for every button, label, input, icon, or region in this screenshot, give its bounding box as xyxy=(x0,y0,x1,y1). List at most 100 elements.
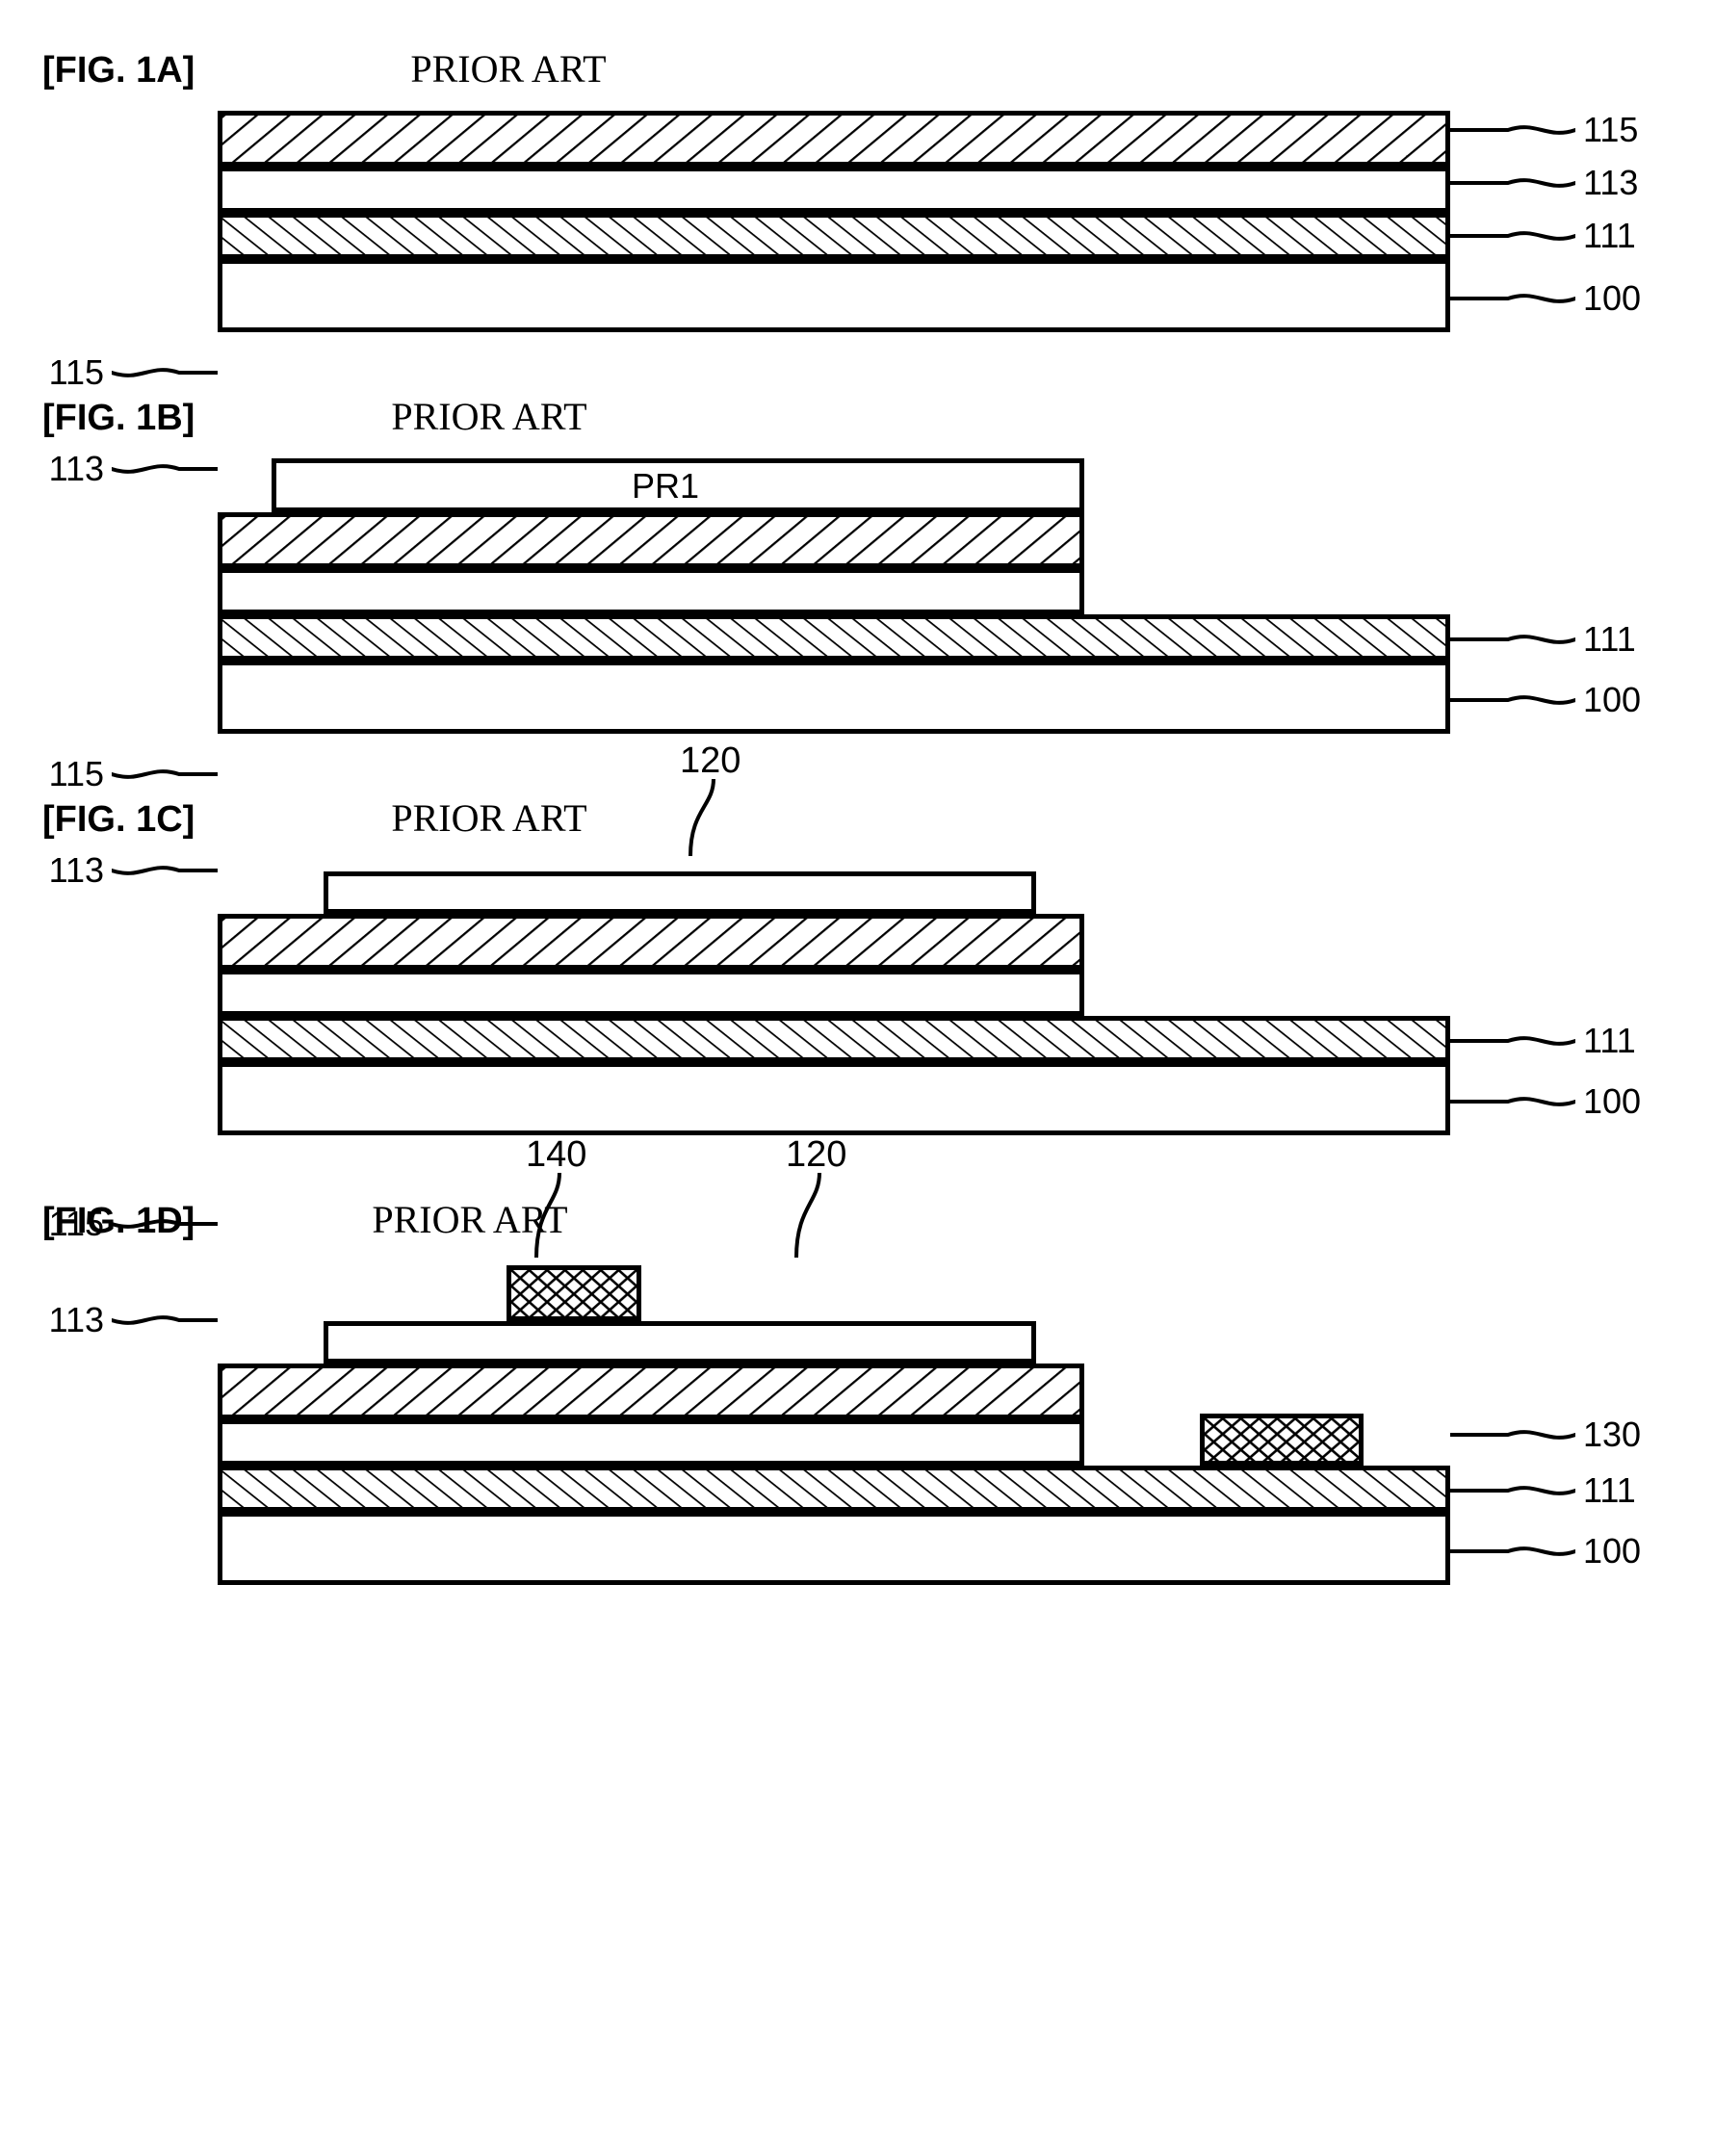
layer-111 xyxy=(218,614,1450,661)
label-100: 100 xyxy=(1450,284,1649,313)
label-text: 115 xyxy=(41,757,112,792)
leader-line xyxy=(1450,1481,1575,1500)
diagram: 140 120 xyxy=(218,1258,1450,1585)
leader-line xyxy=(1450,630,1575,649)
labels-right: 130 111 100 xyxy=(1450,1258,1652,1585)
labels-right: 111 100 xyxy=(1450,455,1652,734)
leader-line xyxy=(1450,289,1575,308)
label-text: 113 xyxy=(41,853,112,888)
prior-art-label: PRIOR ART xyxy=(391,394,586,439)
label-111: 111 xyxy=(1450,625,1644,654)
label-113: 113 xyxy=(41,455,218,483)
labels-right: 115 113 111 100 xyxy=(1450,107,1652,332)
callouts: 140 120 xyxy=(218,1132,1450,1258)
layer-100 xyxy=(218,1512,1450,1585)
callout-120: 120 xyxy=(680,742,741,856)
layer-140 xyxy=(507,1265,641,1321)
figure-1d: [FIG. 1D] PRIOR ART115 113 xyxy=(35,1197,1680,1585)
callouts: 120 xyxy=(218,740,1450,856)
label-text: 100 xyxy=(1575,683,1649,717)
layer-113 xyxy=(218,568,1084,614)
label-130: 130 xyxy=(1450,1420,1649,1449)
leader-line xyxy=(112,459,218,479)
label-113: 113 xyxy=(41,1306,218,1335)
figure-code: [FIG. 1B] xyxy=(42,398,195,439)
layer-113 xyxy=(218,970,1084,1016)
figure-title-row: [FIG. 1A] PRIOR ART xyxy=(42,46,1680,91)
label-text: 100 xyxy=(1575,1534,1649,1569)
diagram: PR1 xyxy=(218,455,1450,734)
label-text: 111 xyxy=(1575,219,1644,253)
figure-body: 115 113 120 xyxy=(35,856,1680,1135)
labels-left xyxy=(35,107,218,332)
layer-113 xyxy=(218,1419,1084,1466)
leader-line xyxy=(112,1311,218,1330)
layer-113 xyxy=(218,167,1450,213)
diagram: 120 xyxy=(218,856,1450,1135)
leader-line xyxy=(112,765,218,784)
leader-line xyxy=(1450,1542,1575,1561)
labels-left: 115 113 xyxy=(35,1258,218,1585)
layer-100 xyxy=(218,259,1450,332)
figure-1b: [FIG. 1B] PRIOR ART 115 113 xyxy=(35,394,1680,734)
layer-115 xyxy=(218,111,1450,167)
label-text: 113 xyxy=(41,452,112,486)
diagram xyxy=(218,107,1450,332)
label-115: 115 xyxy=(1450,116,1646,144)
leader-line xyxy=(1450,1031,1575,1051)
label-text: 115 xyxy=(1575,113,1646,147)
layer-111 xyxy=(218,213,1450,259)
leader-line xyxy=(1450,226,1575,246)
leader-line xyxy=(1450,1425,1575,1444)
labels-right: 111 100 xyxy=(1450,856,1652,1135)
figure-code: [FIG. 1C] xyxy=(42,799,195,841)
label-111: 111 xyxy=(1450,1476,1644,1505)
label-100: 100 xyxy=(1450,1537,1649,1566)
leader-line xyxy=(112,363,218,382)
label-113: 113 xyxy=(1450,169,1646,197)
label-115: 115 xyxy=(41,760,218,789)
label-115: 115 xyxy=(41,358,218,387)
label-111: 111 xyxy=(1450,221,1644,250)
layer-100 xyxy=(218,661,1450,734)
label-text: 113 xyxy=(41,1303,112,1338)
layer-115 xyxy=(218,1364,1084,1419)
layer-130 xyxy=(1200,1414,1364,1466)
layer-120 xyxy=(324,1321,1036,1364)
figure-body: 115 113 111 100 xyxy=(35,107,1680,332)
prior-art-label: PRIOR ART xyxy=(410,46,606,91)
figure-title-row: [FIG. 1B] PRIOR ART xyxy=(42,394,1680,439)
leader-line xyxy=(112,1214,218,1234)
label-text: 111 xyxy=(1575,1473,1644,1508)
label-text: 111 xyxy=(1575,1024,1644,1058)
leader-line xyxy=(1450,690,1575,710)
callout-number: 120 xyxy=(680,742,741,779)
callout-120: 120 xyxy=(786,1136,846,1258)
label-111: 111 xyxy=(1450,1026,1644,1055)
layer-120 xyxy=(324,871,1036,914)
label-text: 113 xyxy=(1575,166,1646,200)
layer-111 xyxy=(218,1466,1450,1512)
label-text: 115 xyxy=(41,1207,112,1241)
layer-115 xyxy=(218,512,1084,568)
figure-1c: [FIG. 1C] PRIOR ART115 113 xyxy=(35,795,1680,1135)
layer-100 xyxy=(218,1062,1450,1135)
labels-left: 115 113 xyxy=(35,856,218,1135)
leader-line xyxy=(1450,120,1575,140)
labels-left: 115 113 xyxy=(35,455,218,734)
label-100: 100 xyxy=(1450,686,1649,714)
label-text: 100 xyxy=(1575,281,1649,316)
label-text: 111 xyxy=(1575,622,1644,657)
leader-line xyxy=(112,861,218,880)
label-113: 113 xyxy=(41,856,218,885)
leader-line xyxy=(1450,173,1575,193)
label-115: 115 xyxy=(41,1209,218,1238)
label-text: 115 xyxy=(41,355,112,390)
figure-body: 115 113 PR1 xyxy=(35,455,1680,734)
figure-body: 115 113 xyxy=(35,1258,1680,1585)
layer-111 xyxy=(218,1016,1450,1062)
callout-140: 140 xyxy=(526,1136,586,1258)
label-text: 100 xyxy=(1575,1084,1649,1119)
label-text: 130 xyxy=(1575,1417,1649,1452)
callout-number: 120 xyxy=(786,1136,846,1173)
